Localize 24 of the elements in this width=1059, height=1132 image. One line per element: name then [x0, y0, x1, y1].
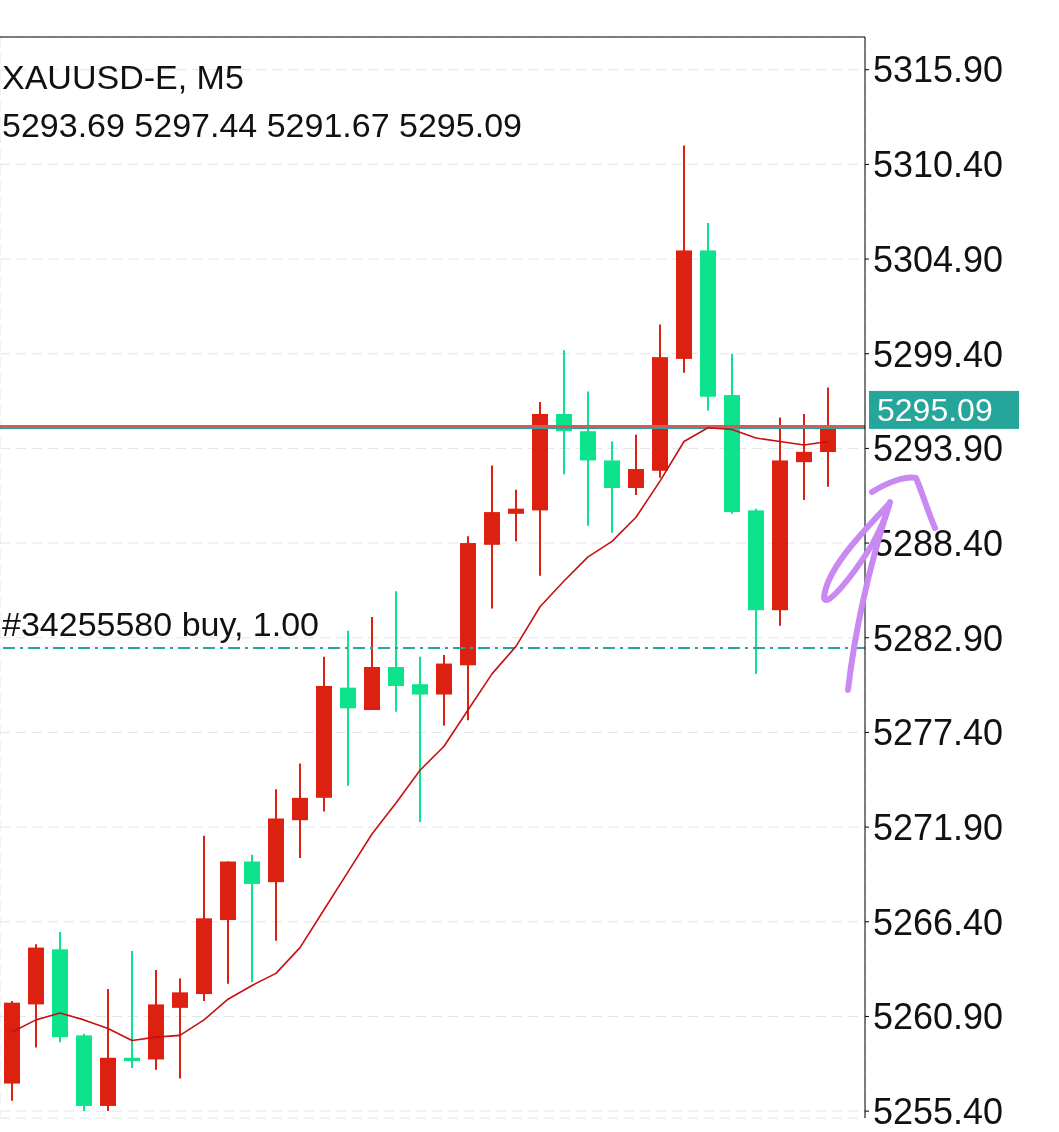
candlestick [292, 762, 308, 860]
candlestick [172, 977, 188, 1080]
candlestick [388, 590, 404, 713]
candlestick [628, 433, 644, 496]
y-tick-label: 5299.40 [873, 333, 1004, 375]
y-tick-label: 5260.90 [873, 996, 1004, 1038]
y-tick-label: 5271.90 [873, 806, 1004, 848]
candlestick [796, 412, 812, 502]
y-tick-label: 5315.90 [873, 49, 1004, 91]
candlestick [244, 853, 260, 984]
y-tick-label: 5266.40 [873, 901, 1004, 943]
candlestick [508, 488, 524, 543]
candlestick [340, 629, 356, 787]
y-tick-label: 5255.40 [873, 1090, 1004, 1132]
candlestick [412, 655, 428, 823]
y-tick-label: 5310.40 [873, 144, 1004, 186]
y-tick-label: 5304.90 [873, 238, 1004, 280]
text: XAUUSD-E, M5 [2, 58, 244, 96]
y-tick-label: 5277.40 [873, 712, 1004, 754]
text: 5293.69 5297.44 5291.67 5295.09 [2, 106, 522, 144]
y-tick-label: 5282.90 [873, 617, 1004, 659]
y-tick-label: 5293.90 [873, 428, 1004, 470]
ref-line-label: #34255580 buy, 1.00 [2, 605, 319, 644]
ref-line-label: 5295.09 [877, 391, 993, 428]
